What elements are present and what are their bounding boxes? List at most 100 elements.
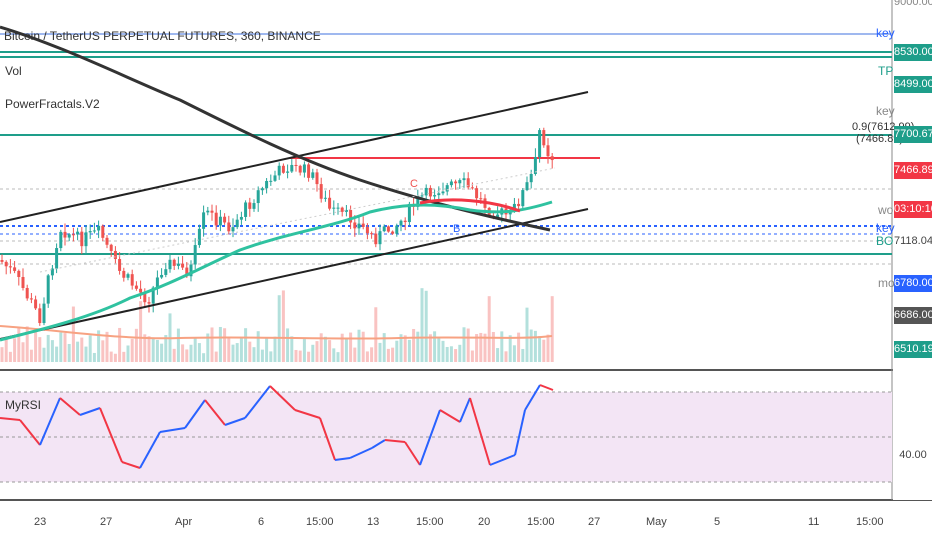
volume-bar (265, 338, 269, 362)
price-tag-8499: 8499.00 (894, 76, 932, 93)
volume-bar (63, 333, 67, 362)
volume-bar (17, 326, 21, 362)
candle-body (311, 172, 315, 178)
volume-bar (252, 347, 256, 362)
candle-body (365, 226, 369, 234)
volume-bar (277, 295, 281, 362)
rsi-line-segment (139, 431, 161, 469)
candle-body (529, 173, 533, 183)
volume-bar (399, 334, 403, 362)
rsi-line-segment (489, 454, 516, 466)
candle-body (67, 234, 71, 238)
volume-bar (172, 348, 176, 362)
volume-bar (550, 296, 554, 362)
volume-bar (151, 338, 155, 362)
volume-bar (202, 353, 206, 362)
volume-bar (84, 346, 88, 362)
candle-body (340, 207, 344, 212)
candle-body (386, 226, 390, 232)
volume-bar (386, 348, 390, 362)
volume-bar (160, 343, 164, 362)
candle-body (151, 287, 155, 304)
x-tick-label: 27 (588, 516, 601, 528)
volume-bar (294, 349, 298, 362)
volume-bar (210, 327, 214, 362)
candle-body (260, 188, 264, 191)
candle-body (134, 285, 138, 289)
volume-bar (319, 333, 323, 362)
candle-body (424, 187, 428, 196)
candle-body (332, 207, 336, 209)
candle-body (525, 182, 529, 191)
candle-body (143, 292, 147, 303)
x-tick-label: 15:00 (416, 516, 444, 528)
volume-bar (59, 332, 63, 362)
volume-bar (487, 296, 491, 362)
volume-bar (542, 339, 546, 362)
side-label-mo: mo (878, 276, 895, 290)
volume-bar (307, 351, 311, 362)
candle-body (202, 212, 206, 229)
volume-bar (370, 347, 374, 362)
volume-bar (218, 326, 222, 362)
volume-bar (193, 338, 197, 362)
candle-body (160, 274, 164, 278)
x-tick-label: 11 (808, 516, 820, 528)
rsi-line-segment (269, 385, 296, 411)
volume-bar (38, 337, 42, 362)
volume-bar (139, 301, 143, 362)
candle-body (147, 302, 151, 304)
volume-bar (260, 349, 264, 362)
candle-body (239, 216, 243, 220)
volume-bar (479, 332, 483, 362)
candle-body (0, 260, 4, 262)
price-axis-background (893, 0, 932, 500)
volume-bar (311, 344, 315, 362)
volume-bar (13, 338, 17, 362)
volume-bar (290, 336, 294, 362)
candle-body (428, 187, 432, 197)
volume-bar (365, 351, 369, 362)
volume-bar (504, 351, 508, 362)
rsi-line-segment (524, 384, 541, 411)
candle-body (395, 225, 399, 234)
candle-body (370, 233, 374, 235)
volume-bar (231, 344, 235, 362)
candle-body (273, 175, 277, 181)
rsi-line-segment (159, 427, 186, 433)
candle-body (80, 231, 84, 247)
candle-body (542, 130, 546, 146)
rsi-line-segment (99, 407, 123, 463)
volume-bar (315, 341, 319, 362)
volume-bar (391, 347, 395, 362)
volume-bar (521, 348, 525, 362)
rsi-line-segment (224, 417, 246, 426)
volume-bar (97, 330, 101, 362)
candle-body (17, 270, 21, 278)
volume-bar (336, 352, 340, 362)
short-ma-line (0, 200, 553, 342)
volume-bar (239, 336, 243, 362)
candle-body (76, 231, 80, 235)
candle-body (172, 259, 176, 266)
candle-body (42, 303, 46, 324)
rsi-line-segment (539, 384, 554, 391)
pattern-label-b: B (453, 223, 461, 235)
volume-bar (118, 327, 122, 362)
candle-body (353, 222, 357, 229)
candle-body (34, 299, 38, 309)
volume-bar (206, 333, 210, 362)
candle-body (294, 164, 298, 166)
candle-body (63, 231, 67, 238)
candle-body (378, 231, 382, 245)
candle-body (416, 196, 420, 207)
candle-body (13, 267, 17, 271)
rsi-line-segment (184, 399, 206, 429)
volume-bar (105, 331, 109, 362)
x-tick-label: 15:00 (306, 516, 334, 528)
volume-ma-line (0, 325, 553, 340)
x-tick-label: 15:00 (527, 516, 555, 528)
candle-body (118, 259, 122, 271)
candle-body (25, 287, 29, 299)
